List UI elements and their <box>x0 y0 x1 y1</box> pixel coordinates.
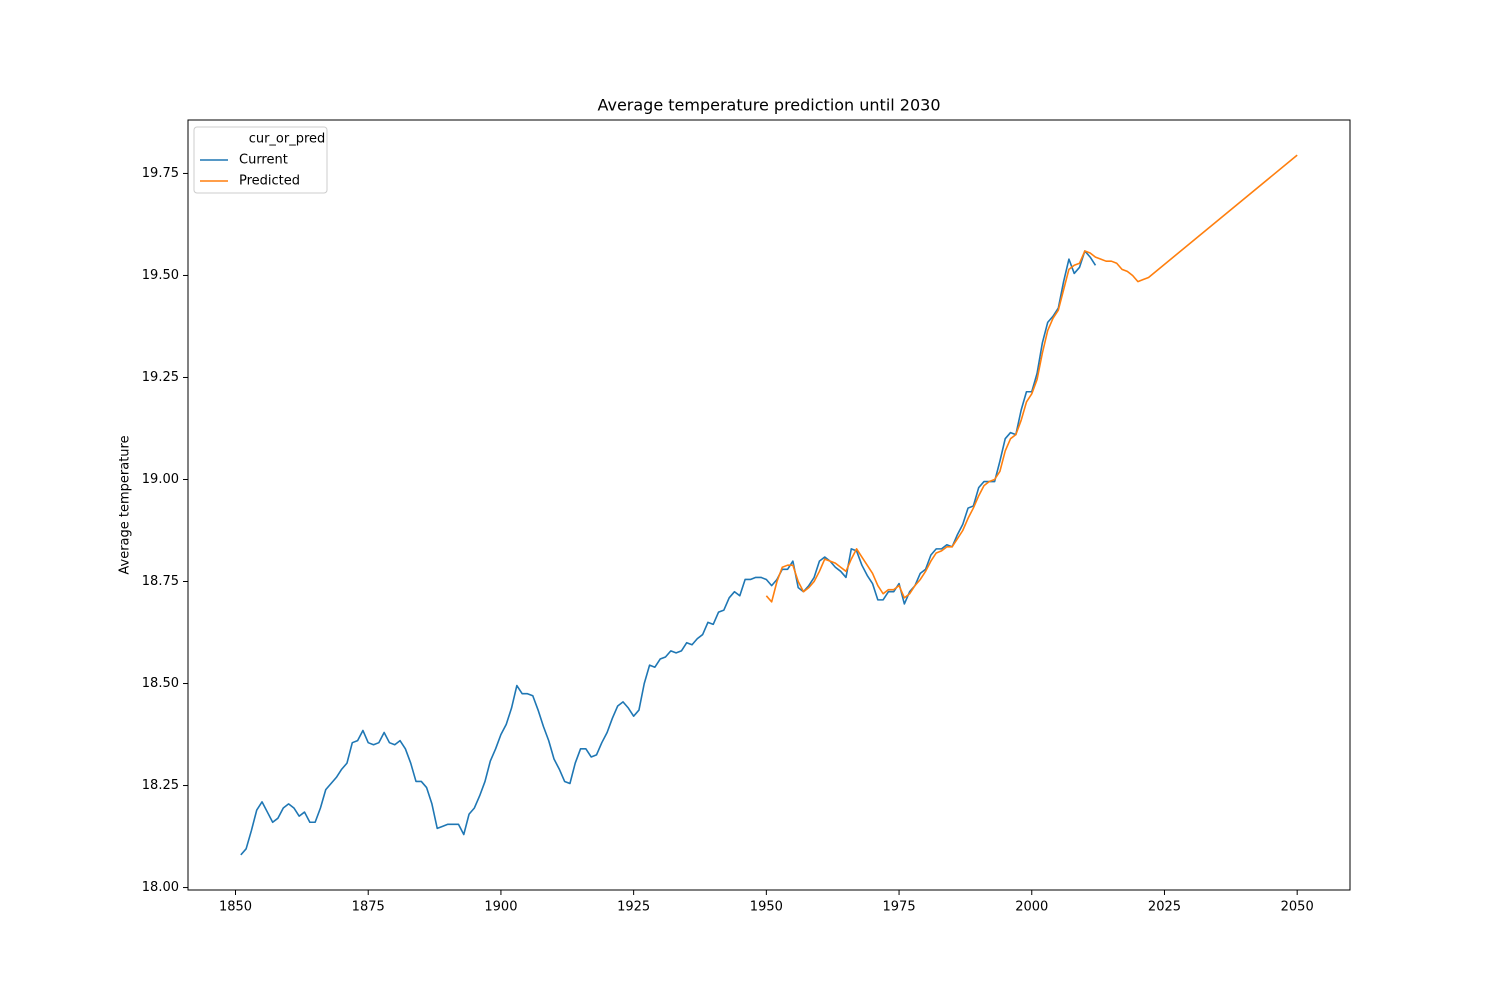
x-tick-label: 1850 <box>219 900 252 915</box>
x-tick-label: 1875 <box>352 900 385 915</box>
x-tick-label: 1975 <box>883 900 916 915</box>
y-tick-label: 18.00 <box>142 880 179 895</box>
x-tick-label: 2000 <box>1015 900 1048 915</box>
y-tick-label: 19.00 <box>142 472 179 487</box>
y-tick-label: 18.50 <box>142 676 179 691</box>
x-tick-label: 1900 <box>484 900 517 915</box>
y-tick-label: 19.50 <box>142 268 179 283</box>
data-line <box>765 154 1298 603</box>
plot-frame <box>187 119 1351 891</box>
x-tick-label: 1925 <box>617 900 650 915</box>
chart-title: Average temperature prediction until 203… <box>597 96 940 115</box>
x-tick-label: 2025 <box>1148 900 1181 915</box>
y-tick-label: 18.25 <box>142 778 179 793</box>
x-tick-label: 2050 <box>1281 900 1314 915</box>
legend-label: Current <box>239 153 288 168</box>
y-tick-label: 19.25 <box>142 370 179 385</box>
y-axis-label: Average temperature <box>118 435 133 574</box>
y-tick-label: 18.75 <box>142 574 179 589</box>
legend-label: Predicted <box>239 174 300 189</box>
legend-box <box>193 126 328 194</box>
y-tick-label: 19.75 <box>142 166 179 181</box>
x-tick-label: 1950 <box>750 900 783 915</box>
legend-title: cur_or_pred <box>249 132 326 147</box>
